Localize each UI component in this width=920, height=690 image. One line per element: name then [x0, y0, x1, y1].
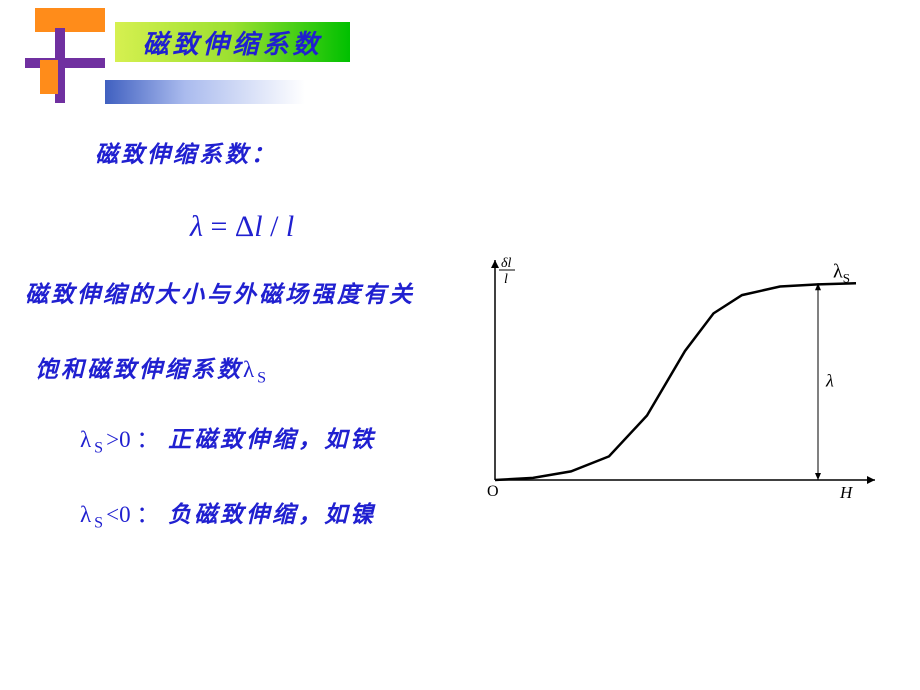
- magnetostriction-curve-chart: λ O Hδll λS: [460, 245, 890, 505]
- svg-text:O: O: [487, 483, 499, 500]
- svg-text:δl: δl: [501, 256, 512, 271]
- text-relation: 磁致伸缩的大小与外磁场强度有关: [25, 275, 415, 309]
- text-negative: λS<0 ： 负磁致伸缩，如镍: [80, 495, 376, 533]
- text-positive: λS>0 ： 正磁致伸缩，如铁: [80, 420, 376, 458]
- orange-block-left: [40, 60, 58, 94]
- svg-text:H: H: [839, 483, 854, 502]
- text-intro: 磁致伸缩系数：: [95, 135, 277, 169]
- text-saturation: 饱和磁致伸缩系数λS: [35, 350, 269, 388]
- svg-text:l: l: [504, 272, 508, 287]
- page-title: 磁致伸缩系数: [115, 22, 350, 62]
- orange-block-top: [35, 8, 105, 32]
- fade-bar: [105, 80, 305, 104]
- text-saturation-prefix: 饱和磁致伸缩系数: [35, 357, 243, 382]
- svg-text:λS: λS: [833, 260, 850, 285]
- svg-text:λ: λ: [825, 371, 834, 391]
- formula-lambda: λ = Δl / l: [190, 210, 294, 244]
- header-decoration: 磁致伸缩系数: [0, 0, 920, 120]
- purple-horizontal: [25, 58, 105, 68]
